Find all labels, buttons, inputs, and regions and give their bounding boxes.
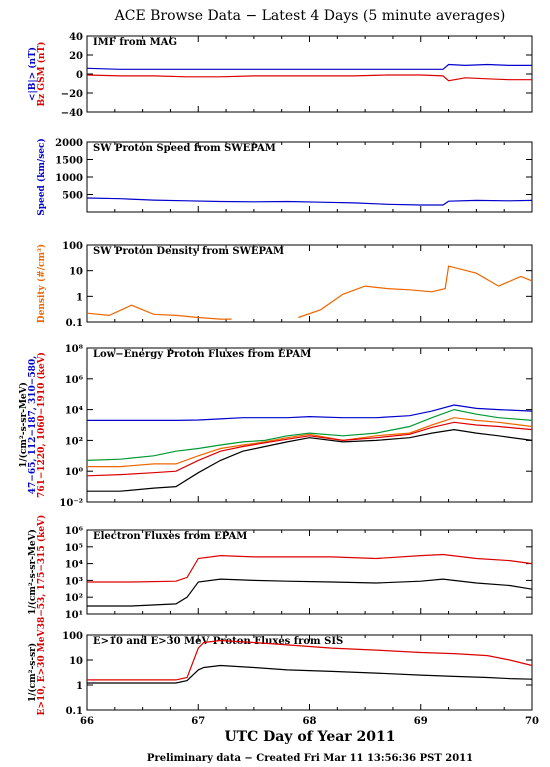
- series-sis-1: [87, 664, 533, 684]
- footer-note: Preliminary data − Created Fri Mar 11 13…: [147, 753, 473, 764]
- panel-title: IMF from MAG: [93, 37, 177, 48]
- panel-sis: E>10 and E>30 MeV Proton Fluxes from SIS…: [27, 629, 539, 727]
- y-axis-label: 38−53, 175−315 (keV): [36, 515, 47, 630]
- y-tick-label: 500: [62, 191, 83, 202]
- y-tick-label: 10⁵: [65, 543, 83, 554]
- y-tick-label: 0: [76, 70, 83, 81]
- y-tick-label: 0.1: [66, 706, 83, 717]
- panel-title: E>10 and E>30 MeV Proton Fluxes from SIS: [93, 636, 343, 647]
- y-axis-label: Density (#/cm³): [36, 244, 47, 323]
- y-tick-label: 10⁻²: [59, 498, 83, 509]
- y-tick-label: 10: [69, 656, 83, 667]
- panel-epam_e: Electron Fluxes from EPAM 10¹ 10² 10³ 10⁴ 10⁵…: [27, 515, 533, 630]
- x-axis-label: UTC Day of Year 2011: [224, 729, 395, 745]
- series-speed-0: [86, 197, 533, 206]
- series-epam_p-3: [86, 421, 533, 477]
- plot-frame: [86, 529, 533, 615]
- x-tick-label: 66: [80, 716, 94, 727]
- x-tick-label: 70: [525, 716, 539, 727]
- panel-imf: IMF from MAG −40 −20 0 20 40 <|B|> (nT) Bz GSM …: [27, 32, 533, 119]
- panel-title: SW Proton Density from SWEPAM: [93, 246, 284, 257]
- x-tick-label: 69: [414, 716, 428, 727]
- series-epam_p-2: [87, 417, 533, 468]
- y-tick-label: 10⁸: [65, 344, 84, 355]
- y-tick-label: 10⁶: [65, 375, 84, 386]
- x-tick-label: 67: [191, 716, 205, 727]
- y-axis-label: 1/(cm²-s-sr): [27, 643, 38, 702]
- y-tick-label: 10²: [65, 436, 83, 447]
- panel-speed: SW Proton Speed from SWEPAM 500 1000 1500 20…: [36, 138, 533, 216]
- y-axis-label: 47−65, 112−187, 310−580,: [28, 356, 38, 495]
- series-density-0-seg0: [86, 304, 232, 320]
- y-tick-label: 1: [76, 681, 83, 692]
- y-tick-label: 10²: [65, 593, 83, 604]
- y-axis-label: 1/(cm²-s-sr-MeV): [18, 382, 29, 468]
- series-epam_p-0: [87, 404, 533, 421]
- series-imf-0: [86, 63, 532, 70]
- y-tick-label: 1500: [55, 156, 83, 167]
- series-imf-1: [86, 74, 532, 82]
- y-tick-label: −40: [61, 108, 83, 119]
- y-tick-label: 10: [69, 267, 83, 278]
- y-tick-label: 0.1: [66, 318, 83, 329]
- series-sis-0: [87, 639, 533, 681]
- panel-title: SW Proton Speed from SWEPAM: [93, 143, 276, 154]
- panel-title: Low−Energy Proton Fluxes from EPAM: [93, 349, 311, 360]
- y-tick-label: 40: [69, 32, 83, 43]
- y-axis-label: 761−1220, 1060−1910 (keV): [36, 352, 47, 498]
- y-tick-label: 1: [76, 292, 83, 303]
- x-tick-label: 68: [303, 716, 317, 727]
- y-tick-label: 10³: [65, 576, 83, 587]
- panel-density: SW Proton Density from SWEPAM 0.1 1 10 100 De…: [36, 241, 533, 329]
- y-axis-label: Speed (km/sec): [36, 138, 47, 216]
- y-tick-label: 1000: [55, 173, 83, 184]
- y-axis-label: E>10, E>30 MeV: [37, 629, 47, 716]
- panel-title: Electron Fluxes from EPAM: [93, 531, 247, 542]
- y-tick-label: 10⁴: [65, 560, 84, 571]
- page-title: ACE Browse Data − Latest 4 Days (5 minut…: [114, 8, 506, 24]
- y-axis-label: 1/(cm²-s-sr-MeV): [27, 529, 38, 615]
- y-axis-label: Bz GSM (nT): [36, 42, 47, 107]
- y-tick-label: 10⁰: [65, 467, 84, 478]
- y-tick-label: 10¹: [65, 610, 83, 621]
- series-epam_e-1: [87, 578, 533, 607]
- y-tick-label: 10⁴: [65, 406, 84, 417]
- panel-epam_p: Low−Energy Proton Fluxes from EPAM 10⁻² 10…: [18, 344, 533, 509]
- panels: IMF from MAG −40 −20 0 20 40 <|B|> (nT) Bz GSM …: [18, 32, 539, 727]
- y-tick-label: 20: [69, 51, 83, 62]
- y-tick-label: 10⁶: [65, 526, 84, 537]
- series-epam_p-1: [86, 408, 533, 461]
- y-axis-label: <|B|> (nT): [27, 47, 38, 101]
- series-epam_e-0: [87, 553, 533, 583]
- y-tick-label: −20: [61, 89, 83, 100]
- plot-frame: [86, 347, 533, 503]
- y-tick-label: 100: [62, 241, 83, 252]
- y-tick-label: 2000: [55, 138, 83, 149]
- series-epam_p-4: [87, 428, 533, 492]
- series-density-0-seg1: [298, 265, 533, 319]
- y-tick-label: 100: [62, 631, 83, 642]
